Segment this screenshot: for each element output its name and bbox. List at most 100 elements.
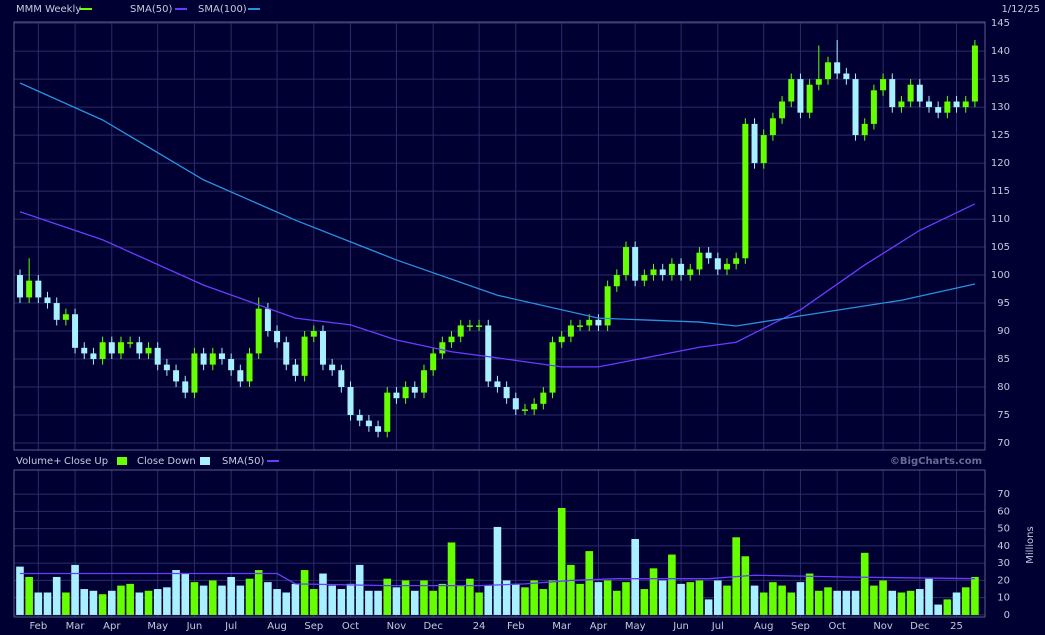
volume-bar <box>254 570 263 615</box>
candle-body <box>898 101 905 108</box>
candle-body <box>705 252 712 259</box>
volume-bar <box>567 564 575 615</box>
candle-body <box>154 347 161 365</box>
candle-body <box>788 79 795 102</box>
candle-body <box>907 84 914 102</box>
volume-bar <box>89 590 98 615</box>
volume-bar <box>172 570 180 615</box>
candle-body <box>136 342 143 354</box>
credit: ©BigCharts.com <box>890 456 982 467</box>
volume-bar <box>438 583 447 615</box>
y-tick-label: 90 <box>997 326 1010 337</box>
volume-bar <box>319 573 327 615</box>
candle-body <box>44 297 51 304</box>
candle-body <box>733 258 740 264</box>
candle-body <box>90 353 97 360</box>
candle-body <box>494 381 501 388</box>
volume-bar <box>456 585 465 615</box>
legend-label: SMA(50) <box>130 4 172 15</box>
candle-body <box>200 353 207 365</box>
candle-body <box>274 331 281 343</box>
volume-bar <box>181 573 190 615</box>
candle-body <box>448 336 455 343</box>
y-tick-label: 0 <box>1004 610 1010 621</box>
volume-bar <box>34 592 43 615</box>
x-tick-label: Apr <box>103 621 121 632</box>
volume-bar <box>16 566 24 615</box>
candle-body <box>16 275 23 298</box>
volume-bar <box>723 585 731 615</box>
volume-bar <box>190 582 199 615</box>
x-tick-label: Nov <box>387 621 407 632</box>
volume-bar <box>236 585 245 615</box>
x-tick-label: Apr <box>590 621 608 632</box>
candle-body <box>567 325 574 337</box>
y-tick-label: 60 <box>997 506 1010 517</box>
volume-bar <box>631 539 639 615</box>
volume-bar <box>695 580 704 615</box>
price-legend-name: MMM Weekly <box>16 4 81 15</box>
y-tick-label: 125 <box>991 130 1010 141</box>
candle-body <box>145 347 152 354</box>
volume-bar <box>778 585 786 615</box>
candle-body <box>797 79 804 113</box>
candle-body <box>163 364 170 371</box>
x-tick-label: Aug <box>754 621 774 632</box>
volume-bar <box>769 582 777 615</box>
panel-frame <box>13 21 986 451</box>
candle-body <box>62 314 69 320</box>
candle-body <box>283 342 290 365</box>
y-tick-label: 30 <box>997 558 1010 569</box>
legend-label: SMA(100) <box>198 4 247 15</box>
candle-body <box>384 392 391 432</box>
x-tick-label: 25 <box>950 621 963 632</box>
volume-bar <box>750 585 759 615</box>
candle-body <box>769 118 776 136</box>
candle-body <box>889 79 896 108</box>
volume-bar <box>649 568 658 615</box>
candle-body <box>402 387 409 399</box>
volume-bar <box>328 585 336 615</box>
candle-body <box>815 79 822 85</box>
x-tick-label: Sep <box>791 621 810 632</box>
candle-body <box>485 325 492 382</box>
candle-body <box>751 123 758 164</box>
volume-bar <box>511 583 520 615</box>
volume-bar <box>906 590 915 615</box>
y-tick-label: 40 <box>997 541 1010 552</box>
volume-title: Volume+ <box>16 456 62 467</box>
x-tick-label: Jul <box>224 621 237 632</box>
x-tick-label: Oct <box>342 621 359 632</box>
volume-bar <box>163 587 171 615</box>
volume-bar <box>346 583 355 615</box>
candle-body <box>117 342 124 354</box>
candle-body <box>503 387 510 399</box>
candle-body <box>228 359 235 371</box>
candle-body <box>925 101 932 108</box>
volume-bar <box>613 590 621 615</box>
volume-bar <box>759 592 768 615</box>
volume-bar <box>144 590 153 615</box>
candle-body <box>852 79 859 136</box>
candle-body <box>595 319 602 326</box>
y-tick-label: 70 <box>997 438 1010 449</box>
candle-body <box>577 325 584 327</box>
candle-body <box>301 336 308 376</box>
candle-body <box>678 263 685 276</box>
x-tick-label: Oct <box>829 621 846 632</box>
candle-body <box>466 325 473 327</box>
volume-bar <box>447 542 456 615</box>
volume-bar <box>392 587 401 615</box>
legend-label: Close Up <box>64 456 108 467</box>
date-label: 1/12/25 <box>1001 4 1040 15</box>
volume-bar <box>741 556 750 615</box>
candle-body <box>420 370 427 393</box>
volume-bar <box>622 582 630 615</box>
candle-body <box>457 325 464 337</box>
volume-bar <box>199 585 208 615</box>
volume-bar <box>879 580 887 615</box>
candle-body <box>944 101 951 113</box>
candle-body <box>540 392 547 404</box>
candle-body <box>191 353 198 393</box>
